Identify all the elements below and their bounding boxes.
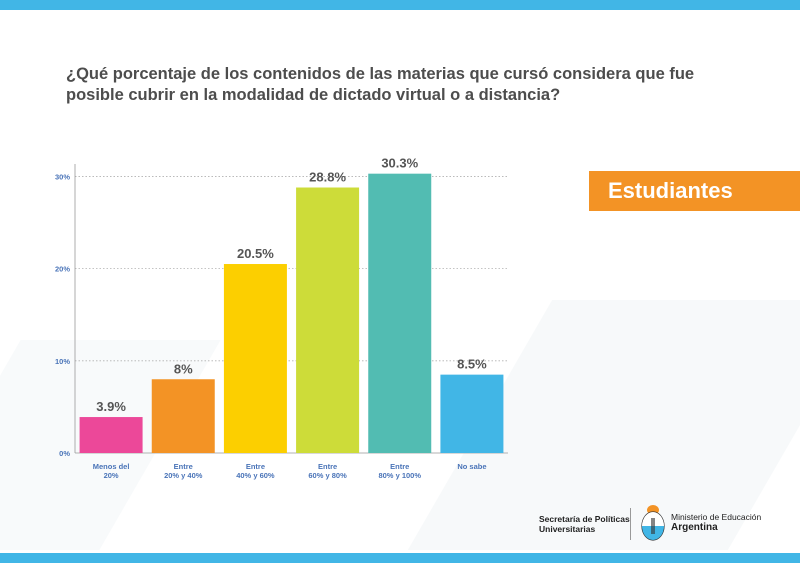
x-tick-label: 20% bbox=[104, 471, 119, 480]
ministerio-logo-text: Ministerio de Educación Argentina bbox=[671, 512, 761, 533]
y-tick-label: 30% bbox=[55, 172, 70, 181]
x-tick-label: No sabe bbox=[457, 462, 486, 471]
ministerio-line-2: Argentina bbox=[671, 522, 718, 533]
bar-value-label: 30.3% bbox=[381, 156, 418, 171]
x-tick-label: Entre bbox=[174, 462, 193, 471]
x-tick-label: 80% y 100% bbox=[378, 471, 421, 480]
x-tick-label: 20% y 40% bbox=[164, 471, 203, 480]
bar-value-label: 8.5% bbox=[457, 357, 487, 372]
x-tick-label: Entre bbox=[318, 462, 337, 471]
secretaria-line-2: Universitarias bbox=[539, 524, 596, 534]
bar-value-label: 8% bbox=[174, 361, 193, 376]
x-tick-label: 60% y 80% bbox=[308, 471, 347, 480]
x-tick-label: 40% y 60% bbox=[236, 471, 275, 480]
bar-value-label: 3.9% bbox=[96, 399, 126, 414]
question-title: ¿Qué porcentaje de los contenidos de las… bbox=[66, 65, 695, 104]
bar bbox=[223, 264, 287, 453]
bar bbox=[368, 173, 432, 453]
bar bbox=[151, 379, 215, 453]
x-tick-label: Menos del bbox=[93, 462, 130, 471]
top-accent-bar bbox=[0, 0, 800, 10]
bar-value-label: 20.5% bbox=[237, 246, 274, 261]
bottom-accent-bar bbox=[0, 553, 800, 563]
ministerio-line-1: Ministerio de Educación bbox=[671, 512, 762, 522]
y-tick-label: 0% bbox=[59, 449, 70, 458]
bar bbox=[79, 417, 143, 453]
x-tick-label: Entre bbox=[390, 462, 409, 471]
y-tick-label: 10% bbox=[55, 357, 70, 366]
y-tick-label: 20% bbox=[55, 265, 70, 274]
bar bbox=[440, 374, 504, 453]
secretaria-line-1: Secretaría de Políticas bbox=[539, 514, 630, 524]
bar bbox=[296, 187, 360, 453]
x-tick-label: Entre bbox=[246, 462, 265, 471]
bar-value-label: 28.8% bbox=[309, 170, 346, 185]
audience-tag: Estudiantes bbox=[589, 171, 800, 211]
secretaria-logo-text: Secretaría de Políticas Universitarias bbox=[539, 514, 630, 534]
coat-of-arms-icon bbox=[641, 505, 665, 541]
footer-divider bbox=[630, 508, 631, 540]
